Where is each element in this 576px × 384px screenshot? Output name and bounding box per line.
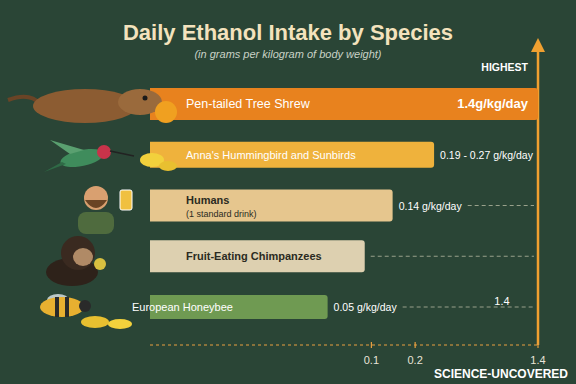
glass: [120, 190, 132, 210]
arrow-head: [531, 38, 545, 52]
fruit: [155, 101, 177, 123]
source: SCIENCE-UNCOVERED: [434, 367, 568, 381]
category-note: (1 standard drink): [186, 209, 257, 219]
head: [79, 300, 91, 312]
value-label: 0.19 - 0.27 g/kg/day: [440, 149, 534, 161]
tail: [44, 162, 66, 172]
category-label: Fruit-Eating Chimpanzees: [186, 250, 322, 262]
human-icon: [78, 186, 132, 234]
chimp-icon: [46, 236, 106, 286]
bar: [150, 88, 538, 120]
x-axis-line: [150, 344, 538, 345]
tree-shrew-icon: [8, 89, 177, 123]
bar: [150, 240, 365, 272]
x-tick-label: 0.1: [364, 354, 379, 366]
bars: [150, 88, 538, 319]
flower: [159, 161, 177, 171]
background: [0, 0, 576, 384]
flower: [108, 319, 132, 329]
shirt: [78, 212, 114, 234]
bar: [150, 190, 393, 222]
chart: Daily Ethanol Intake by Species (in grams…: [0, 0, 576, 384]
annotation: 1.4: [494, 295, 509, 307]
x-tick: [371, 342, 372, 348]
head: [97, 145, 111, 159]
category-label: Pen-tailed Tree Shrew: [186, 97, 311, 111]
value-label: 0.14 g/kg/day: [399, 200, 463, 212]
face: [73, 248, 93, 266]
beak: [110, 151, 134, 156]
annotation: HIGHEST: [481, 61, 528, 73]
bar: [150, 142, 434, 168]
category-label: Humans: [186, 194, 229, 206]
x-tick: [415, 342, 416, 348]
stripe: [65, 297, 69, 317]
x-tick-label: 1.4: [530, 354, 545, 366]
flower: [81, 316, 109, 328]
stripe: [55, 297, 59, 317]
x-tick-label: 0.2: [407, 354, 422, 366]
head: [61, 236, 95, 270]
guide-line: [468, 205, 534, 206]
eye: [143, 96, 148, 101]
title: Daily Ethanol Intake by Species: [123, 20, 453, 45]
beard: [85, 200, 107, 208]
subtitle: (in grams per kilogram of body weight): [194, 48, 381, 60]
x-tick: [537, 342, 538, 348]
fruit: [94, 258, 106, 270]
category-label: European Honeybee: [132, 301, 233, 313]
head: [84, 186, 108, 210]
category-label: Anna's Hummingbird and Sunbirds: [186, 149, 356, 161]
wing: [50, 140, 84, 154]
hummingbird-icon: [44, 140, 177, 172]
value-label: 0.05 g/kg/day: [334, 301, 398, 313]
body: [40, 297, 84, 317]
guide-line: [371, 256, 534, 257]
value-label: 1.4g/kg/day: [457, 96, 529, 111]
bee-icon: [40, 294, 132, 329]
guide-line: [403, 307, 534, 308]
